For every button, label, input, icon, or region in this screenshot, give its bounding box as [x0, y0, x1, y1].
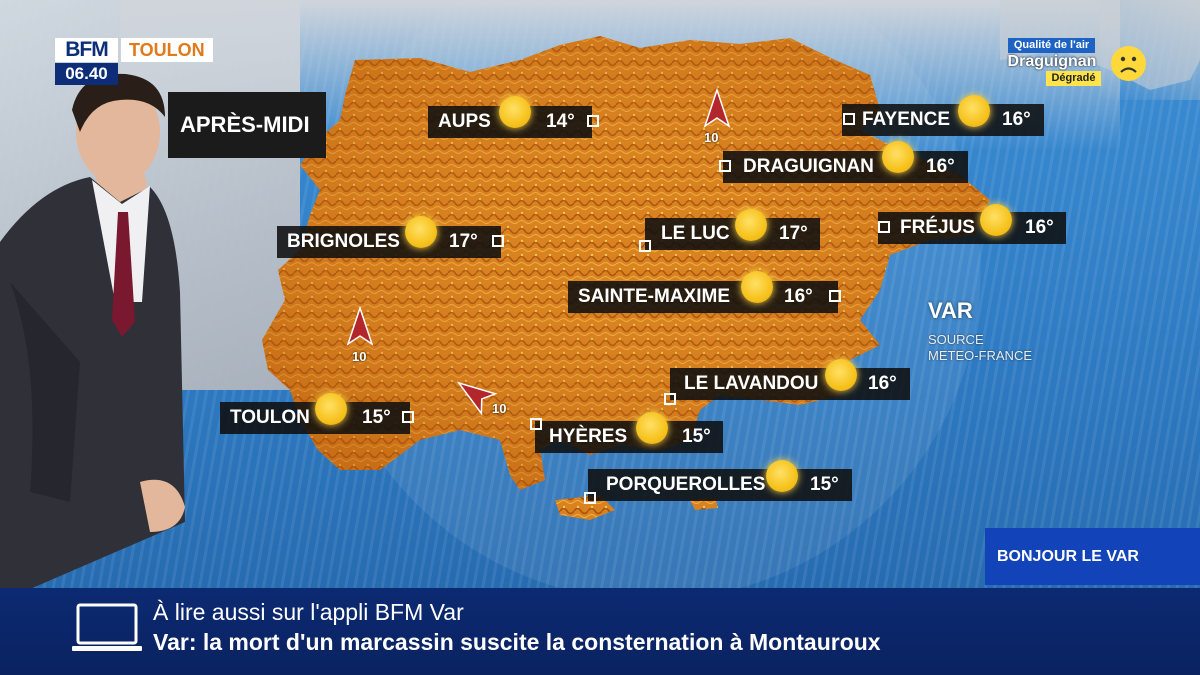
city-name: AUPS [438, 111, 491, 132]
channel-logo: BFM 06.40 [55, 38, 118, 85]
sad-face-icon [1111, 46, 1146, 81]
laptop-icon [72, 603, 142, 651]
city-temp: 15° [682, 426, 711, 447]
source-label: SOURCE [928, 332, 984, 347]
city-temp: 17° [449, 231, 478, 252]
city-label-fayence: FAYENCE 16° [842, 104, 1044, 136]
city-label-le-lavandou: LE LAVANDOU 16° [670, 368, 910, 400]
city-label-sainte-maxime: SAINTE-MAXIME 16° [568, 281, 838, 313]
ticker-promo: À lire aussi sur l'appli BFM Var [153, 599, 464, 625]
city-marker [584, 492, 596, 504]
city-marker [587, 115, 599, 127]
sun-icon [636, 412, 668, 444]
city-name: TOULON [230, 407, 310, 428]
city-label-hyeres: HYÈRES 15° [535, 421, 723, 453]
city-temp: 15° [362, 407, 391, 428]
sun-icon [405, 216, 437, 248]
sun-icon [499, 96, 531, 128]
city-temp: 16° [1025, 217, 1054, 238]
wind-speed: 10 [352, 349, 367, 364]
logo-brand: BFM [55, 38, 118, 62]
sun-icon [735, 209, 767, 241]
city-marker [664, 393, 676, 405]
city-label-frejus: FRÉJUS 16° [878, 212, 1066, 244]
air-quality-level: Dégradé [1046, 71, 1101, 86]
city-temp: 17° [779, 223, 808, 244]
air-quality-title: Qualité de l'air [1008, 38, 1095, 53]
city-name: BRIGNOLES [287, 231, 400, 252]
news-ticker: À lire aussi sur l'appli BFM Var Var: la… [0, 588, 1200, 675]
wind-speed: 10 [492, 401, 507, 416]
city-label-draguignan: DRAGUIGNAN 16° [723, 151, 968, 183]
city-name: FRÉJUS [900, 217, 975, 238]
wind-arrow-icon [456, 381, 498, 416]
city-name: HYÈRES [549, 426, 628, 447]
region-name: VAR [928, 298, 973, 323]
city-name: FAYENCE [862, 109, 950, 130]
channel-city-tag: TOULON [121, 38, 213, 62]
city-label-porquerolles: PORQUEROLLES 15° [588, 469, 852, 501]
city-label-toulon: TOULON 15° [220, 402, 410, 434]
city-marker [829, 290, 841, 302]
air-quality-city: Draguignan [1007, 53, 1097, 70]
city-marker [843, 113, 855, 125]
air-quality-widget: Qualité de l'air Draguignan Dégradé [1008, 38, 1146, 88]
sun-icon [741, 271, 773, 303]
sun-icon [825, 359, 857, 391]
city-name: SAINTE-MAXIME [578, 286, 730, 307]
city-temp: 15° [810, 474, 839, 495]
city-marker [492, 235, 504, 247]
city-label-brignoles: BRIGNOLES 17° [277, 226, 501, 258]
city-temp: 16° [926, 156, 955, 177]
city-temp: 16° [868, 373, 897, 394]
city-name: PORQUEROLLES [606, 474, 766, 495]
data-source: SOURCE METEO-FRANCE [928, 332, 1032, 364]
wind-speed: 10 [704, 130, 719, 145]
city-marker [402, 411, 414, 423]
sun-icon [766, 460, 798, 492]
sun-icon [980, 204, 1012, 236]
city-marker [530, 418, 542, 430]
city-name: LE LUC [661, 223, 730, 244]
forecast-period: APRÈS-MIDI [168, 92, 326, 158]
city-name: DRAGUIGNAN [743, 156, 874, 177]
sun-icon [882, 141, 914, 173]
city-temp: 16° [784, 286, 813, 307]
wind-arrow-icon [346, 306, 374, 346]
city-label-le-luc: LE LUC 17° [645, 218, 820, 250]
source-provider: METEO-FRANCE [928, 348, 1032, 363]
wind-arrow-icon [703, 88, 731, 128]
city-name: LE LAVANDOU [684, 373, 819, 394]
sun-icon [958, 95, 990, 127]
city-marker [878, 221, 890, 233]
city-temp: 16° [1002, 109, 1031, 130]
clock: 06.40 [55, 63, 118, 85]
city-marker [639, 240, 651, 252]
sun-icon [315, 393, 347, 425]
program-title: BONJOUR LE VAR [985, 528, 1200, 585]
presenter [0, 73, 185, 602]
ticker-headline: Var: la mort d'un marcassin suscite la c… [153, 629, 881, 655]
city-marker [719, 160, 731, 172]
city-temp: 14° [546, 111, 575, 132]
